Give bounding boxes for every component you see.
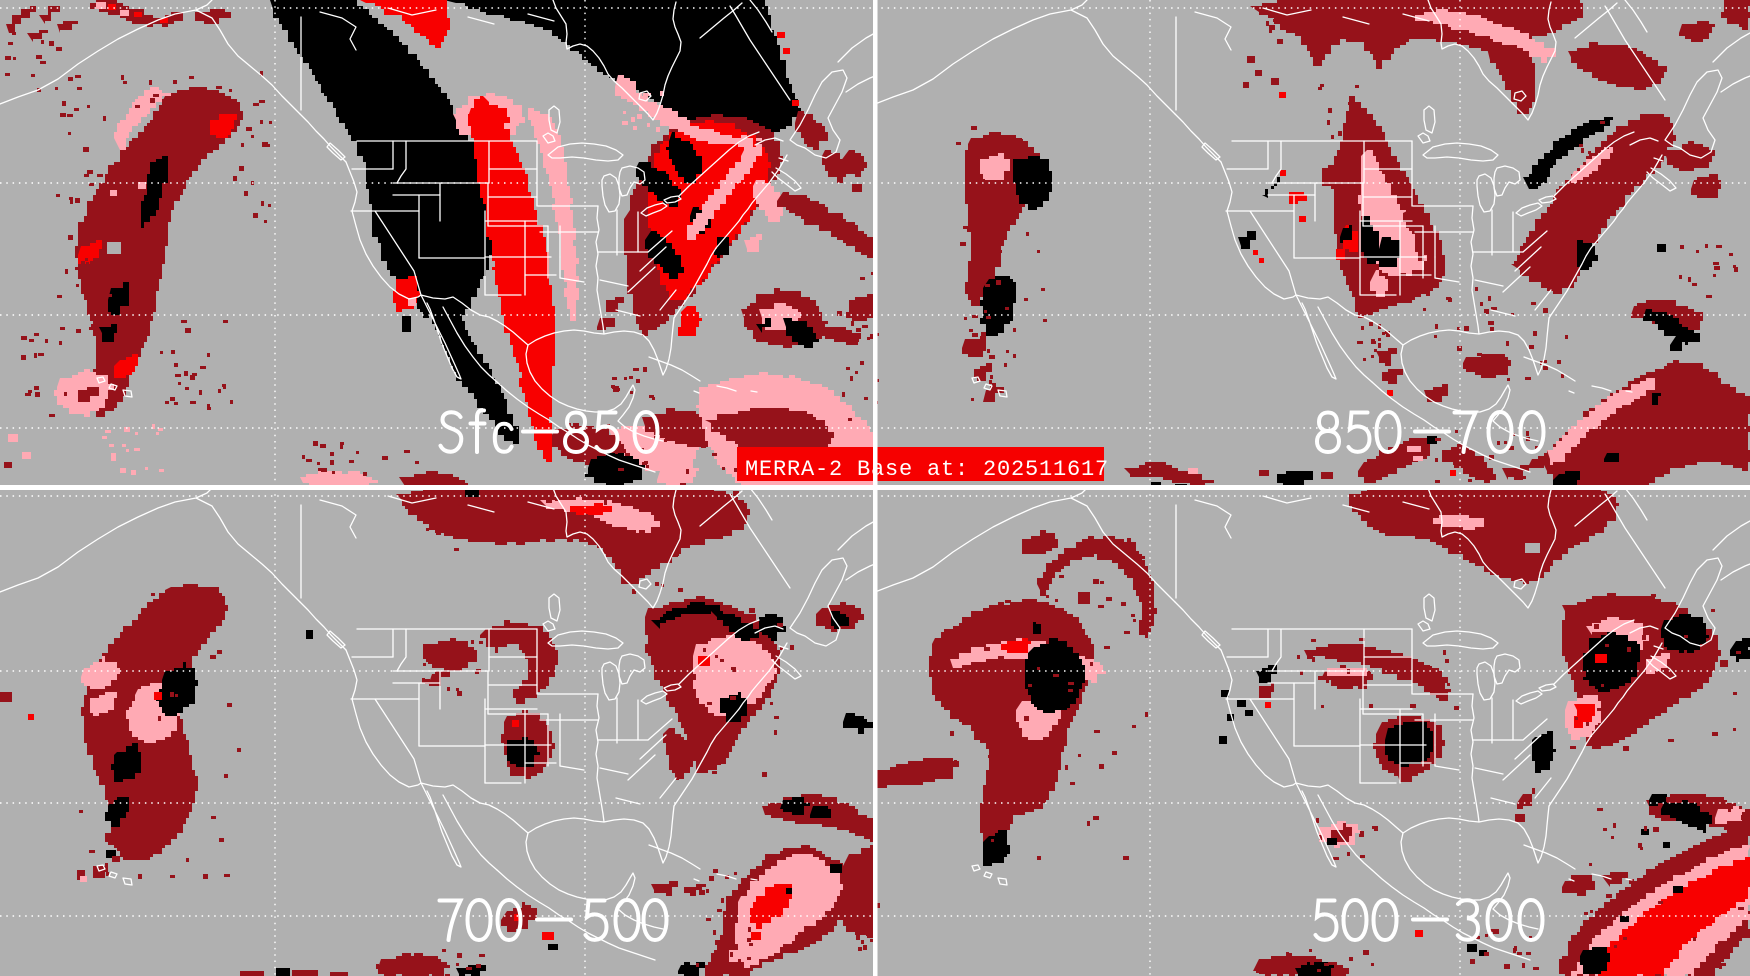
svg-text:MERRA-2 Base at: 202511617: MERRA-2 Base at: 202511617 [745, 457, 1109, 482]
